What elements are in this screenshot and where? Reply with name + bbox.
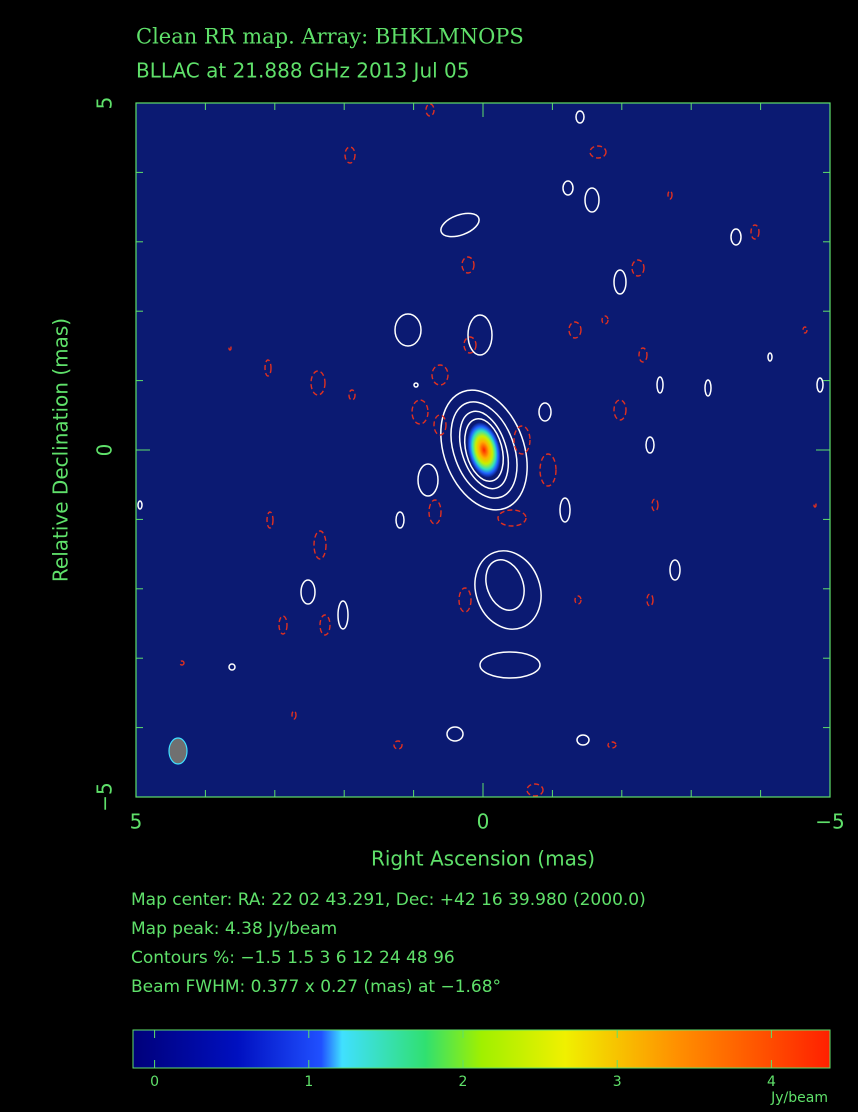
- chart-title: Clean RR map. Array: BHKLMNOPS: [136, 25, 524, 49]
- map-note: Map peak: 4.38 Jy/beam: [131, 919, 337, 939]
- x-tick-label: −5: [815, 810, 844, 834]
- colorbar-label: Jy/beam: [770, 1090, 828, 1106]
- colorbar-tick-label: 1: [304, 1074, 313, 1090]
- chart-subtitle: BLLAC at 21.888 GHz 2013 Jul 05: [136, 59, 470, 83]
- beam: [169, 738, 187, 764]
- colorbar-tick-label: 4: [767, 1074, 776, 1090]
- colorbar: [133, 1030, 830, 1068]
- chart: Clean RR map. Array: BHKLMNOPS BLLAC at …: [0, 0, 858, 1112]
- y-axis-label: Relative Declination (mas): [49, 318, 73, 582]
- x-tick-label: 5: [130, 810, 143, 834]
- map-note: Contours %: −1.5 1.5 3 6 12 24 48 96: [131, 948, 455, 968]
- x-axis-label: Right Ascension (mas): [371, 847, 595, 871]
- colorbar-tick-label: 2: [459, 1074, 468, 1090]
- y-tick-label: 5: [93, 97, 117, 110]
- y-tick-label: −5: [93, 782, 117, 811]
- colorbar-tick-label: 3: [613, 1074, 622, 1090]
- map-note: Beam FWHM: 0.377 x 0.27 (mas) at −1.68°: [131, 977, 501, 997]
- y-tick-label: 0: [93, 444, 117, 457]
- x-tick-label: 0: [477, 810, 490, 834]
- map-note: Map center: RA: 22 02 43.291, Dec: +42 1…: [131, 890, 646, 910]
- colorbar-tick-label: 0: [150, 1074, 159, 1090]
